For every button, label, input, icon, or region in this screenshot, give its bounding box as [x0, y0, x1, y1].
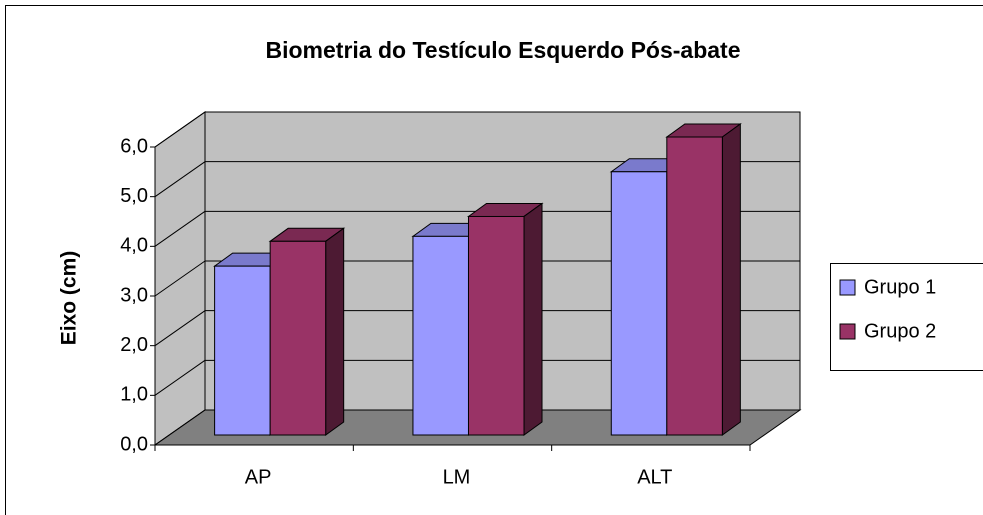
x-tick-label: AP [245, 466, 272, 488]
y-tick-label: 4,0 [120, 235, 148, 257]
grid-line [154, 111, 206, 148]
bar-side [721, 123, 741, 436]
y-tick-label: 2,0 [120, 334, 148, 356]
grid-line [154, 161, 206, 198]
legend-swatch [839, 279, 856, 296]
y-tick-label: 1,0 [120, 384, 148, 406]
y-tick-label: 0,0 [120, 433, 148, 455]
y-tick-label: 3,0 [120, 284, 148, 306]
grid-line [154, 409, 206, 446]
bar [467, 215, 525, 436]
bar [610, 171, 668, 436]
legend-label: Grupo 2 [864, 320, 936, 342]
y-tick-label: 5,0 [120, 185, 148, 207]
y-axis-title: Eixo (cm) [58, 251, 81, 346]
grid-line [154, 310, 206, 347]
bar-side [325, 227, 345, 436]
legend-box [830, 263, 983, 371]
grid-line [154, 210, 206, 247]
bar [412, 235, 469, 436]
x-tick-label: ALT [637, 466, 672, 488]
x-tick-label: LM [443, 466, 471, 488]
grid-line [154, 260, 206, 297]
y-tick-label: 6,0 [120, 135, 148, 157]
grid-line [154, 359, 206, 396]
legend-label: Grupo 1 [864, 276, 936, 298]
chart-title: Biometria do Testículo Esquerdo Pós-abat… [266, 37, 741, 63]
bar-side [523, 202, 543, 436]
bar [666, 136, 723, 436]
legend-swatch [839, 323, 856, 340]
bar [269, 240, 327, 436]
bar [214, 265, 271, 436]
